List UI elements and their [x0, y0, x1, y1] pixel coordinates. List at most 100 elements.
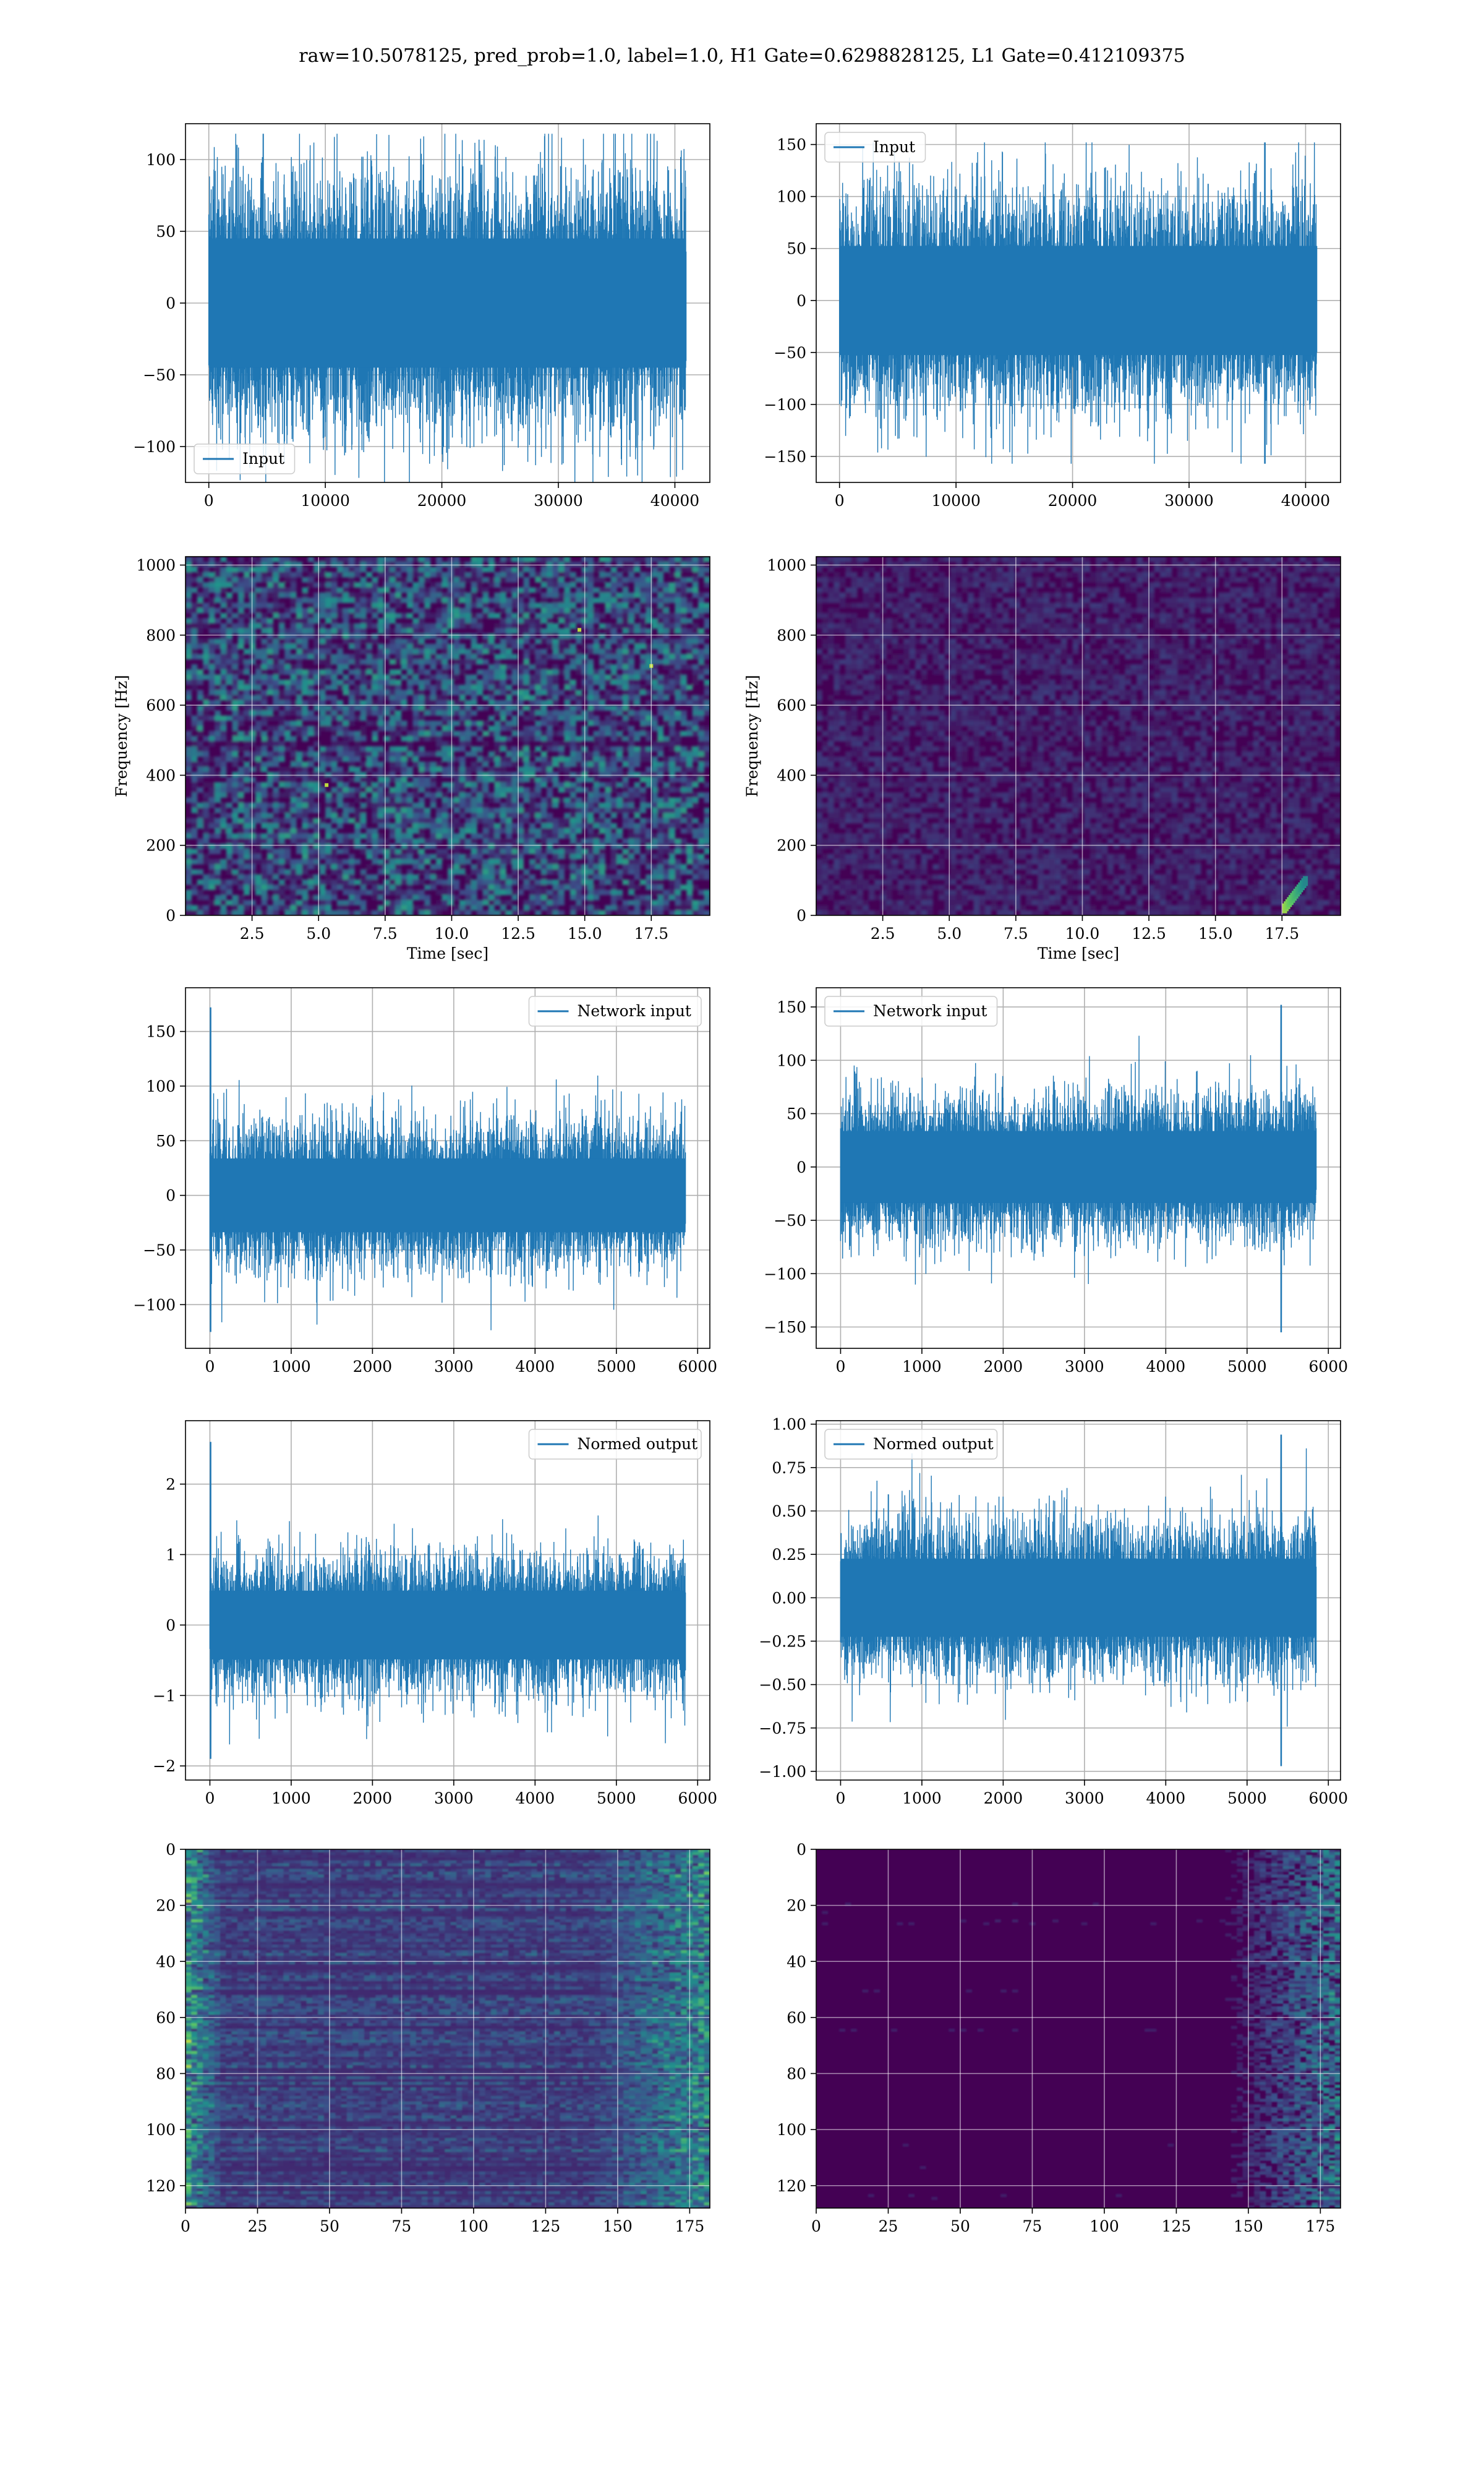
heatmap-cell	[494, 654, 501, 660]
heatmap-cell	[395, 613, 402, 618]
heatmap-cell	[278, 808, 285, 813]
heatmap-cell	[267, 736, 273, 742]
heatmap-cell	[273, 593, 279, 598]
heatmap-cell	[244, 808, 250, 813]
heatmap-cell	[610, 623, 617, 629]
heatmap-cell	[302, 864, 309, 870]
heatmap-cell	[698, 557, 705, 562]
heatmap-cell	[535, 787, 542, 793]
heatmap-cell	[203, 593, 210, 598]
heatmap-cell	[273, 813, 279, 819]
heatmap-cell	[488, 808, 495, 813]
heatmap-cell	[383, 905, 390, 911]
heatmap-cell	[634, 838, 641, 844]
heatmap-cell	[680, 597, 687, 604]
heatmap-cell	[372, 736, 378, 742]
heatmap-cell	[436, 838, 443, 844]
heatmap-cell	[412, 623, 419, 629]
heatmap-cell	[663, 838, 670, 844]
heatmap-cell	[197, 607, 203, 614]
heatmap-cell	[302, 813, 309, 819]
heatmap-cell	[646, 858, 652, 865]
heatmap-cell	[576, 777, 582, 783]
heatmap-cell	[605, 593, 612, 598]
heatmap-cell	[529, 597, 535, 604]
heatmap-cell	[302, 593, 309, 598]
heatmap-cell	[639, 685, 646, 690]
heatmap-cell	[319, 782, 326, 788]
heatmap-cell	[535, 710, 542, 716]
heatmap-cell	[215, 628, 221, 634]
heatmap-cell	[290, 787, 297, 793]
heatmap-cell	[418, 726, 425, 732]
heatmap-cell	[232, 782, 239, 788]
heatmap-cell	[237, 700, 244, 706]
heatmap-cell	[249, 618, 256, 624]
heatmap-cell	[296, 910, 302, 915]
heatmap-cell	[686, 761, 693, 768]
heatmap-cell	[325, 654, 332, 660]
heatmap-cell	[383, 782, 390, 788]
heatmap-cell	[482, 695, 489, 701]
heatmap-cell	[348, 654, 355, 660]
heatmap-cell	[395, 880, 402, 885]
heatmap-cell	[377, 649, 384, 654]
heatmap-cell	[552, 761, 559, 768]
heatmap-cell	[255, 905, 262, 911]
heatmap-cell	[354, 818, 361, 824]
heatmap-cell	[360, 787, 367, 793]
heatmap-cell	[383, 777, 390, 783]
heatmap-cell	[255, 567, 262, 573]
heatmap-cell	[605, 557, 612, 562]
heatmap-cell	[418, 715, 425, 721]
heatmap-cell	[418, 736, 425, 742]
heatmap-cell	[366, 669, 373, 675]
heatmap-cell	[220, 858, 227, 865]
heatmap-cell	[639, 674, 646, 680]
heatmap-cell	[424, 884, 431, 891]
heatmap-cell	[448, 864, 454, 870]
heatmap-cell	[412, 730, 419, 737]
heatmap-cell	[360, 726, 367, 732]
heatmap-cell	[401, 664, 407, 670]
heatmap-cell	[249, 869, 256, 875]
heatmap-cell	[354, 659, 361, 665]
heatmap-cell	[488, 751, 495, 757]
heatmap-cell	[698, 607, 705, 614]
heatmap-cell	[616, 751, 623, 757]
heatmap-cell	[401, 643, 407, 649]
heatmap-cell	[313, 787, 320, 793]
heatmap-cell	[669, 813, 675, 819]
heatmap-cell	[441, 730, 448, 737]
heatmap-cell	[290, 751, 297, 757]
heatmap-cell	[284, 910, 291, 915]
heatmap-cell	[401, 813, 407, 819]
heatmap-cell	[255, 700, 262, 706]
heatmap-cell	[407, 602, 413, 609]
heatmap-cell	[558, 638, 565, 644]
heatmap-cell	[418, 685, 425, 690]
heatmap-cell	[622, 756, 629, 762]
heatmap-cell	[302, 880, 309, 885]
heatmap-cell	[296, 633, 302, 640]
heatmap-cell	[267, 858, 273, 865]
heatmap-cell	[197, 766, 203, 773]
heatmap-cell	[518, 638, 524, 644]
heatmap-cell	[657, 736, 664, 742]
heatmap-cell	[424, 649, 431, 654]
heatmap-cell	[412, 597, 419, 604]
heatmap-cell	[657, 823, 664, 829]
heatmap-cell	[296, 828, 302, 834]
heatmap-cell	[307, 884, 314, 891]
heatmap-cell	[634, 607, 641, 614]
heatmap-cell	[267, 607, 273, 614]
heatmap-cell	[704, 607, 710, 614]
heatmap-cell	[336, 705, 343, 711]
heatmap-cell	[465, 844, 472, 849]
heatmap-cell	[471, 746, 477, 752]
y-tick-label: 150	[777, 136, 806, 154]
heatmap-cell	[686, 562, 693, 568]
heatmap-cell	[692, 766, 699, 773]
heatmap-cell	[529, 628, 535, 634]
heatmap-cell	[302, 669, 309, 675]
